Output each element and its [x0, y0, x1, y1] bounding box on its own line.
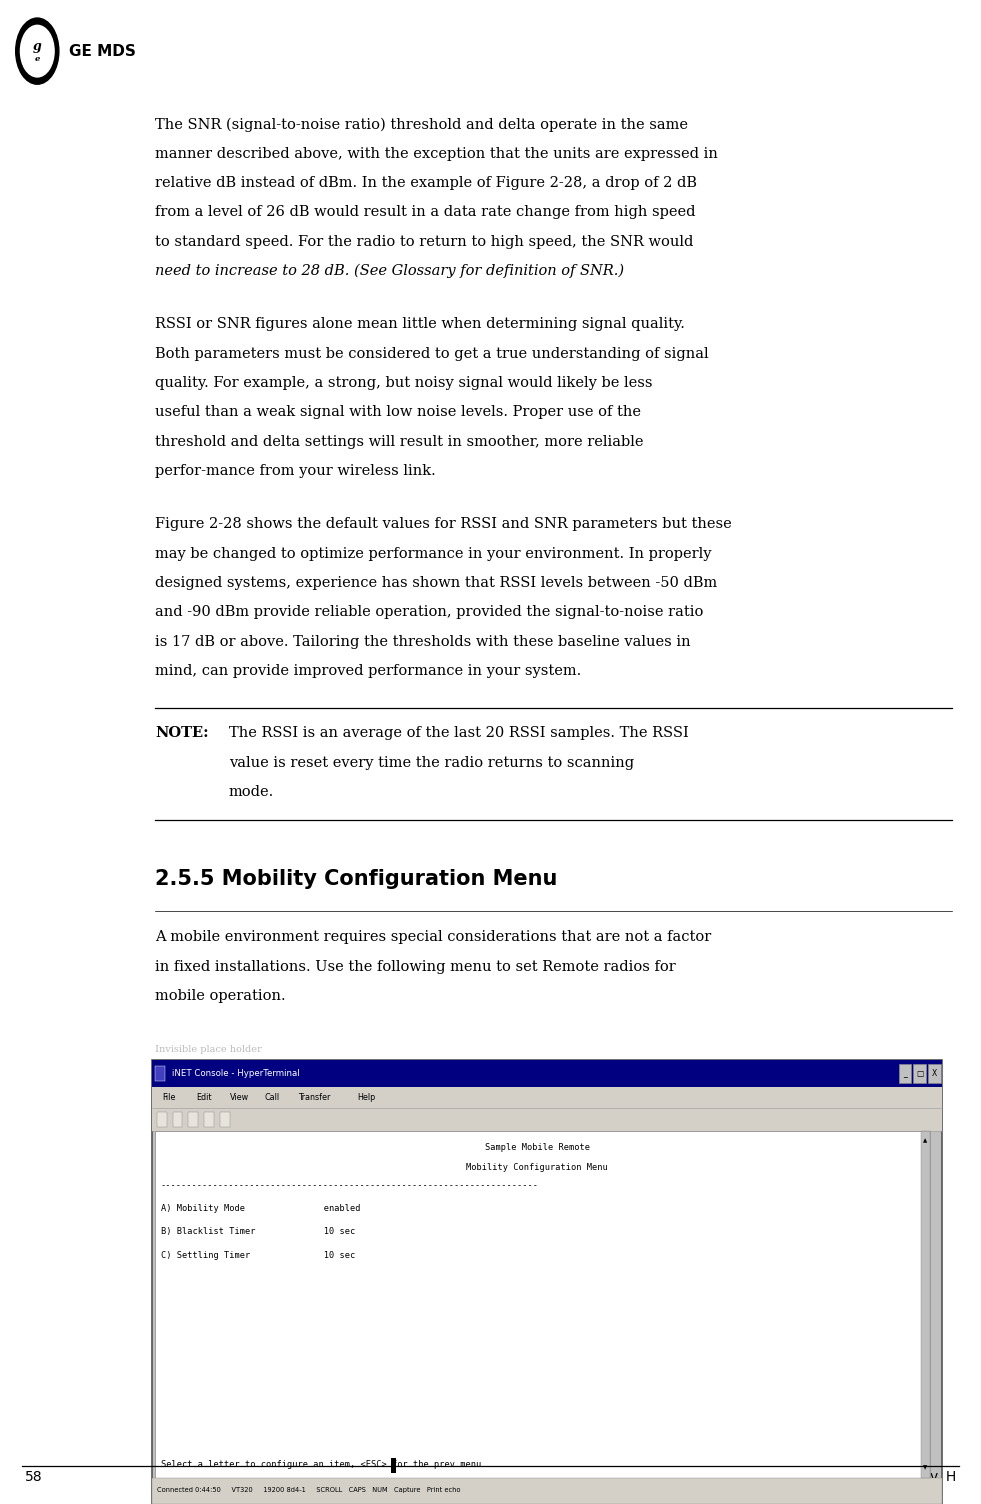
Text: perfor-mance from your wireless link.: perfor-mance from your wireless link. — [155, 463, 436, 478]
Text: GE MDS: GE MDS — [69, 44, 135, 59]
FancyBboxPatch shape — [152, 1086, 942, 1107]
Circle shape — [16, 18, 59, 84]
Text: C) Settling Timer              10 sec: C) Settling Timer 10 sec — [161, 1251, 355, 1260]
Text: Call: Call — [264, 1093, 280, 1101]
Text: relative dB instead of dBm. In the example of Figure 2-28, a drop of 2 dB: relative dB instead of dBm. In the examp… — [155, 176, 697, 190]
Text: 2.5.5 Mobility Configuration Menu: 2.5.5 Mobility Configuration Menu — [155, 868, 557, 889]
Text: need to increase to 28 dB. (See Glossary for definition of SNR.): need to increase to 28 dB. (See Glossary… — [155, 263, 624, 278]
FancyBboxPatch shape — [152, 1107, 942, 1131]
Text: mind, can provide improved performance in your system.: mind, can provide improved performance i… — [155, 663, 582, 678]
Text: mode.: mode. — [229, 785, 274, 799]
Text: g: g — [33, 41, 41, 53]
Text: from a level of 26 dB would result in a data rate change from high speed: from a level of 26 dB would result in a … — [155, 205, 696, 220]
Text: Invisible place holder: Invisible place holder — [155, 1045, 262, 1054]
Text: ▲: ▲ — [923, 1139, 928, 1143]
Text: A) Mobility Mode               enabled: A) Mobility Mode enabled — [161, 1203, 360, 1212]
Text: File: File — [162, 1093, 176, 1101]
Text: A mobile environment requires special considerations that are not a factor: A mobile environment requires special co… — [155, 929, 711, 945]
Text: Both parameters must be considered to get a true understanding of signal: Both parameters must be considered to ge… — [155, 346, 708, 361]
Text: 05-2806A01, Rev. H: 05-2806A01, Rev. H — [819, 1471, 956, 1484]
Text: useful than a weak signal with low noise levels. Proper use of the: useful than a weak signal with low noise… — [155, 405, 641, 420]
Text: Transfer: Transfer — [298, 1093, 331, 1101]
FancyBboxPatch shape — [157, 1111, 167, 1126]
Text: □: □ — [916, 1069, 923, 1078]
Text: value is reset every time the radio returns to scanning: value is reset every time the radio retu… — [229, 755, 634, 770]
Text: quality. For example, a strong, but noisy signal would likely be less: quality. For example, a strong, but nois… — [155, 376, 652, 390]
FancyBboxPatch shape — [155, 1066, 165, 1081]
FancyBboxPatch shape — [928, 1065, 941, 1083]
FancyBboxPatch shape — [173, 1111, 182, 1126]
Text: ▼: ▼ — [923, 1465, 928, 1469]
Text: to standard speed. For the radio to return to high speed, the SNR would: to standard speed. For the radio to retu… — [155, 235, 694, 248]
FancyBboxPatch shape — [220, 1111, 230, 1126]
Text: NOTE:: NOTE: — [155, 726, 209, 740]
Text: and -90 dBm provide reliable operation, provided the signal-to-noise ratio: and -90 dBm provide reliable operation, … — [155, 605, 703, 620]
Text: 58: 58 — [25, 1471, 42, 1484]
Text: iNET Console - HyperTerminal: iNET Console - HyperTerminal — [172, 1069, 299, 1078]
Text: Figure 2-28 shows the default values for RSSI and SNR parameters but these: Figure 2-28 shows the default values for… — [155, 517, 732, 531]
FancyBboxPatch shape — [188, 1111, 198, 1126]
Text: may be changed to optimize performance in your environment. In properly: may be changed to optimize performance i… — [155, 546, 711, 561]
Text: iNET Series Reference Manual: iNET Series Reference Manual — [387, 1471, 594, 1484]
Text: Select a letter to configure an item, <ESC> for the prev menu: Select a letter to configure an item, <E… — [161, 1459, 481, 1468]
Text: Mobility Configuration Menu: Mobility Configuration Menu — [466, 1163, 608, 1172]
Text: _: _ — [904, 1069, 906, 1078]
FancyBboxPatch shape — [152, 1060, 942, 1086]
Text: Connected 0:44:50     VT320     19200 8d4-1     SCROLL   CAPS   NUM   Capture   : Connected 0:44:50 VT320 19200 8d4-1 SCRO… — [157, 1487, 460, 1493]
Text: designed systems, experience has shown that RSSI levels between -50 dBm: designed systems, experience has shown t… — [155, 576, 717, 590]
FancyBboxPatch shape — [913, 1065, 926, 1083]
Circle shape — [21, 26, 54, 77]
Text: Sample Mobile Remote: Sample Mobile Remote — [485, 1143, 590, 1152]
Text: in fixed installations. Use the following menu to set Remote radios for: in fixed installations. Use the followin… — [155, 960, 676, 973]
Text: View: View — [231, 1093, 249, 1101]
Text: RSSI or SNR figures alone mean little when determining signal quality.: RSSI or SNR figures alone mean little wh… — [155, 317, 685, 331]
Text: mobile operation.: mobile operation. — [155, 988, 285, 1003]
Text: Help: Help — [357, 1093, 375, 1101]
Text: The RSSI is an average of the last 20 RSSI samples. The RSSI: The RSSI is an average of the last 20 RS… — [229, 726, 689, 740]
Text: Edit: Edit — [196, 1093, 212, 1101]
Text: is 17 dB or above. Tailoring the thresholds with these baseline values in: is 17 dB or above. Tailoring the thresho… — [155, 635, 691, 648]
Text: e: e — [34, 54, 40, 63]
Text: manner described above, with the exception that the units are expressed in: manner described above, with the excepti… — [155, 146, 718, 161]
Text: X: X — [932, 1069, 937, 1078]
Text: ------------------------------------------------------------------------: ----------------------------------------… — [161, 1182, 539, 1191]
Text: B) Blacklist Timer             10 sec: B) Blacklist Timer 10 sec — [161, 1227, 355, 1236]
FancyBboxPatch shape — [204, 1111, 214, 1126]
FancyBboxPatch shape — [391, 1457, 396, 1472]
FancyBboxPatch shape — [155, 1131, 930, 1477]
Text: The SNR (signal-to-noise ratio) threshold and delta operate in the same: The SNR (signal-to-noise ratio) threshol… — [155, 117, 688, 132]
FancyBboxPatch shape — [899, 1065, 911, 1083]
FancyBboxPatch shape — [152, 1477, 942, 1504]
FancyBboxPatch shape — [152, 1060, 942, 1504]
FancyBboxPatch shape — [921, 1131, 930, 1477]
Text: threshold and delta settings will result in smoother, more reliable: threshold and delta settings will result… — [155, 435, 644, 448]
